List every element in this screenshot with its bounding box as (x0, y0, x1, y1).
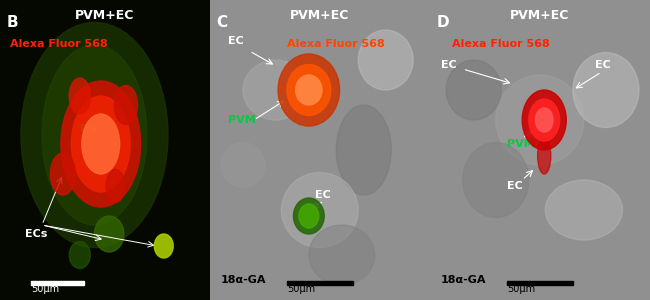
Ellipse shape (70, 242, 90, 268)
Ellipse shape (336, 105, 391, 195)
Text: B: B (6, 15, 18, 30)
Text: EC: EC (315, 190, 331, 200)
Ellipse shape (496, 75, 584, 165)
Ellipse shape (21, 22, 168, 248)
Ellipse shape (446, 60, 501, 120)
Text: 50μm: 50μm (31, 284, 60, 294)
Text: 50μm: 50μm (287, 284, 315, 294)
Ellipse shape (221, 142, 265, 188)
Bar (287, 281, 353, 285)
Ellipse shape (42, 45, 147, 225)
Text: PVM: PVM (227, 115, 255, 125)
Text: D: D (436, 15, 449, 30)
Text: Alexa Fluor 568: Alexa Fluor 568 (452, 39, 549, 49)
Ellipse shape (358, 30, 413, 90)
Text: 50μm: 50μm (507, 284, 535, 294)
Ellipse shape (529, 99, 560, 141)
Text: 18α-GA: 18α-GA (441, 275, 486, 285)
Ellipse shape (154, 234, 173, 258)
Text: 18α-GA: 18α-GA (221, 275, 266, 285)
Ellipse shape (94, 216, 124, 252)
Ellipse shape (522, 90, 566, 150)
Ellipse shape (538, 138, 551, 174)
Text: EC: EC (441, 60, 456, 70)
Bar (507, 281, 573, 285)
Text: PVM+EC: PVM+EC (290, 9, 350, 22)
Ellipse shape (243, 60, 309, 120)
Ellipse shape (287, 64, 331, 116)
Text: EC: EC (227, 36, 243, 46)
Text: PVM+EC: PVM+EC (510, 9, 569, 22)
Ellipse shape (309, 225, 374, 285)
Text: C: C (216, 15, 228, 30)
Text: EC: EC (507, 181, 523, 191)
Ellipse shape (70, 78, 90, 114)
Bar (31, 281, 84, 285)
Ellipse shape (573, 52, 639, 128)
Ellipse shape (51, 153, 75, 195)
Ellipse shape (114, 85, 138, 124)
Ellipse shape (299, 204, 318, 228)
Ellipse shape (82, 114, 120, 174)
Text: Alexa Fluor 568: Alexa Fluor 568 (287, 39, 385, 49)
Ellipse shape (106, 169, 125, 202)
Text: Alexa Fluor 568: Alexa Fluor 568 (10, 39, 109, 49)
Ellipse shape (281, 172, 358, 248)
Text: PVM: PVM (507, 139, 534, 149)
Ellipse shape (545, 180, 623, 240)
Text: ECs: ECs (25, 229, 47, 239)
Text: PVM: PVM (80, 124, 107, 134)
Text: PVM+EC: PVM+EC (75, 9, 135, 22)
Ellipse shape (463, 142, 529, 218)
Ellipse shape (61, 81, 140, 207)
Ellipse shape (72, 96, 130, 192)
Ellipse shape (278, 54, 339, 126)
Ellipse shape (536, 108, 553, 132)
Ellipse shape (296, 75, 322, 105)
Text: EC: EC (595, 60, 610, 70)
Ellipse shape (293, 198, 324, 234)
